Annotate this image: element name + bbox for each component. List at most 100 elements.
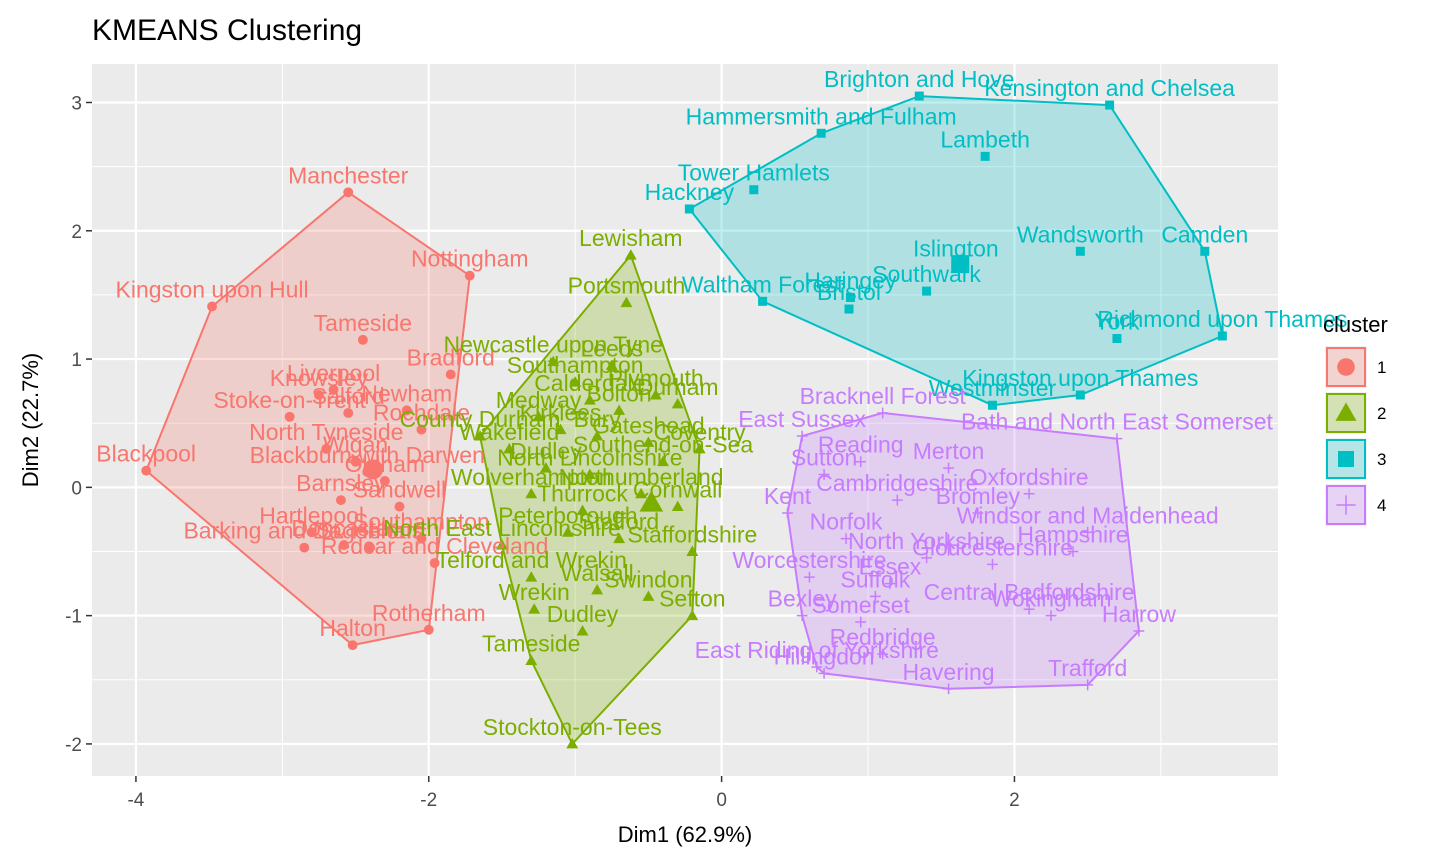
point-label: Gateshead [592,412,705,438]
cluster-4-point [782,507,793,519]
cluster-2-point [686,545,699,556]
point-label: Wandsworth [1017,221,1144,247]
cluster-2-point [525,654,538,665]
point-label: East Riding of Yorkshire [695,637,939,663]
point-label: Bath and North East Somerset [961,409,1274,435]
cluster-4-point [804,571,815,583]
point-label: Hillingdon [774,643,875,669]
cluster-2-point [583,394,596,405]
point-label: Plymouth [608,365,704,391]
cluster-3-centroid [951,255,970,274]
point-label: Bristol [817,279,881,305]
point-label: Newham [361,380,452,406]
cluster-2-point [569,376,582,387]
y-tick-label: 0 [71,478,82,499]
cluster-1-point [401,405,412,416]
cluster-3-point [987,400,997,410]
cluster-1-point [394,501,405,512]
cluster-2-point [642,436,655,447]
cluster-4-point [1082,526,1094,538]
point-label: Leeds [580,335,643,361]
point-label: Gloucestershire [912,534,1073,560]
cluster-1-point [343,407,354,418]
point-label: North East Lincolnshire [383,515,621,541]
point-label: Tameside [314,310,412,336]
cluster-4-point [1045,610,1057,622]
point-label: Merton [913,438,985,464]
cluster-1-point [314,390,324,400]
point-label: Northumberland [559,464,724,490]
point-label: Calderdale [534,370,645,396]
point-label: Worcestershire [732,547,886,573]
point-label: Southend-on-Sea [573,432,754,458]
cluster-2-point [671,500,684,512]
point-label: Bracknell Forest [800,383,967,409]
cluster-1-point [321,443,332,454]
cluster-1-point [338,540,349,551]
point-label: Hampshire [1017,521,1128,547]
cluster-4-point [818,469,830,480]
cluster-3-point [758,296,768,306]
y-tick-label: 3 [71,93,82,114]
cluster-4-point [987,558,998,570]
point-label: Medway [496,387,582,413]
cluster-2-point [613,532,626,544]
cluster-3-point [1112,334,1122,344]
point-label: Trafford [1048,655,1127,681]
chart-title: KMEANS Clustering [92,14,362,47]
point-label: Tower Hamlets [678,160,830,186]
cluster-2-point [561,526,574,537]
point-label: North Yorkshire [848,528,1005,554]
point-label: Lambeth [940,126,1030,152]
point-label: East Sussex [738,406,866,432]
cluster-2-point [620,296,633,308]
point-label: Cornwall [633,477,722,503]
point-label: Rochdale [373,400,470,426]
cluster-2-point [525,487,538,499]
cluster-1-point [335,495,346,506]
legend-label: 4 [1377,496,1386,515]
cluster-4-point [855,616,867,628]
point-label: Liverpool [287,360,380,386]
point-label: Oxfordshire [970,464,1089,490]
point-label: Camden [1161,221,1248,247]
point-label: Blackpool [96,441,196,467]
data-points [141,91,1227,749]
cluster-2-point [613,404,626,415]
cluster-1-point [328,384,339,395]
point-label: Kirklees [520,400,602,426]
point-label: Redbridge [830,624,936,650]
point-label: Kensington and Chelsea [984,75,1235,101]
point-label: Swindon [604,566,692,592]
point-label: Brighton and Hove [824,66,1015,92]
point-label: Thurrock [537,480,628,506]
grid-lines [92,64,1278,776]
point-label: Bury [573,406,621,432]
cluster-2-point [605,359,618,370]
point-label: Lewisham [579,225,683,251]
cluster-4-point [840,533,852,545]
legend-key-4-marker [1336,495,1356,515]
cluster-3-point [1075,246,1085,256]
cluster-1-point [343,187,354,198]
cluster-1-point [357,334,368,345]
point-label: Wolverhampton [451,464,612,490]
point-label: Stafford [579,509,659,535]
point-label: Knowsley [270,365,369,391]
point-label: York [1094,309,1140,335]
cluster-1-point [423,624,434,635]
cluster-4-point [1111,433,1123,445]
point-label: North Tyneside [249,419,403,445]
point-label: Staffordshire [627,521,757,547]
point-label: Hammersmith and Fulham [686,103,957,129]
cluster-1-point [429,558,440,568]
point-label: Manchester [288,162,409,188]
point-label: Salford [312,383,385,409]
point-label: Dudley [547,601,619,627]
cluster-centroids [363,255,970,556]
legend-title: cluster [1323,312,1388,337]
cluster-2-point [576,625,589,636]
point-label: Telford and Wrekin [436,547,627,573]
point-label: County Durham [399,406,560,432]
cluster-4-point [869,590,881,602]
